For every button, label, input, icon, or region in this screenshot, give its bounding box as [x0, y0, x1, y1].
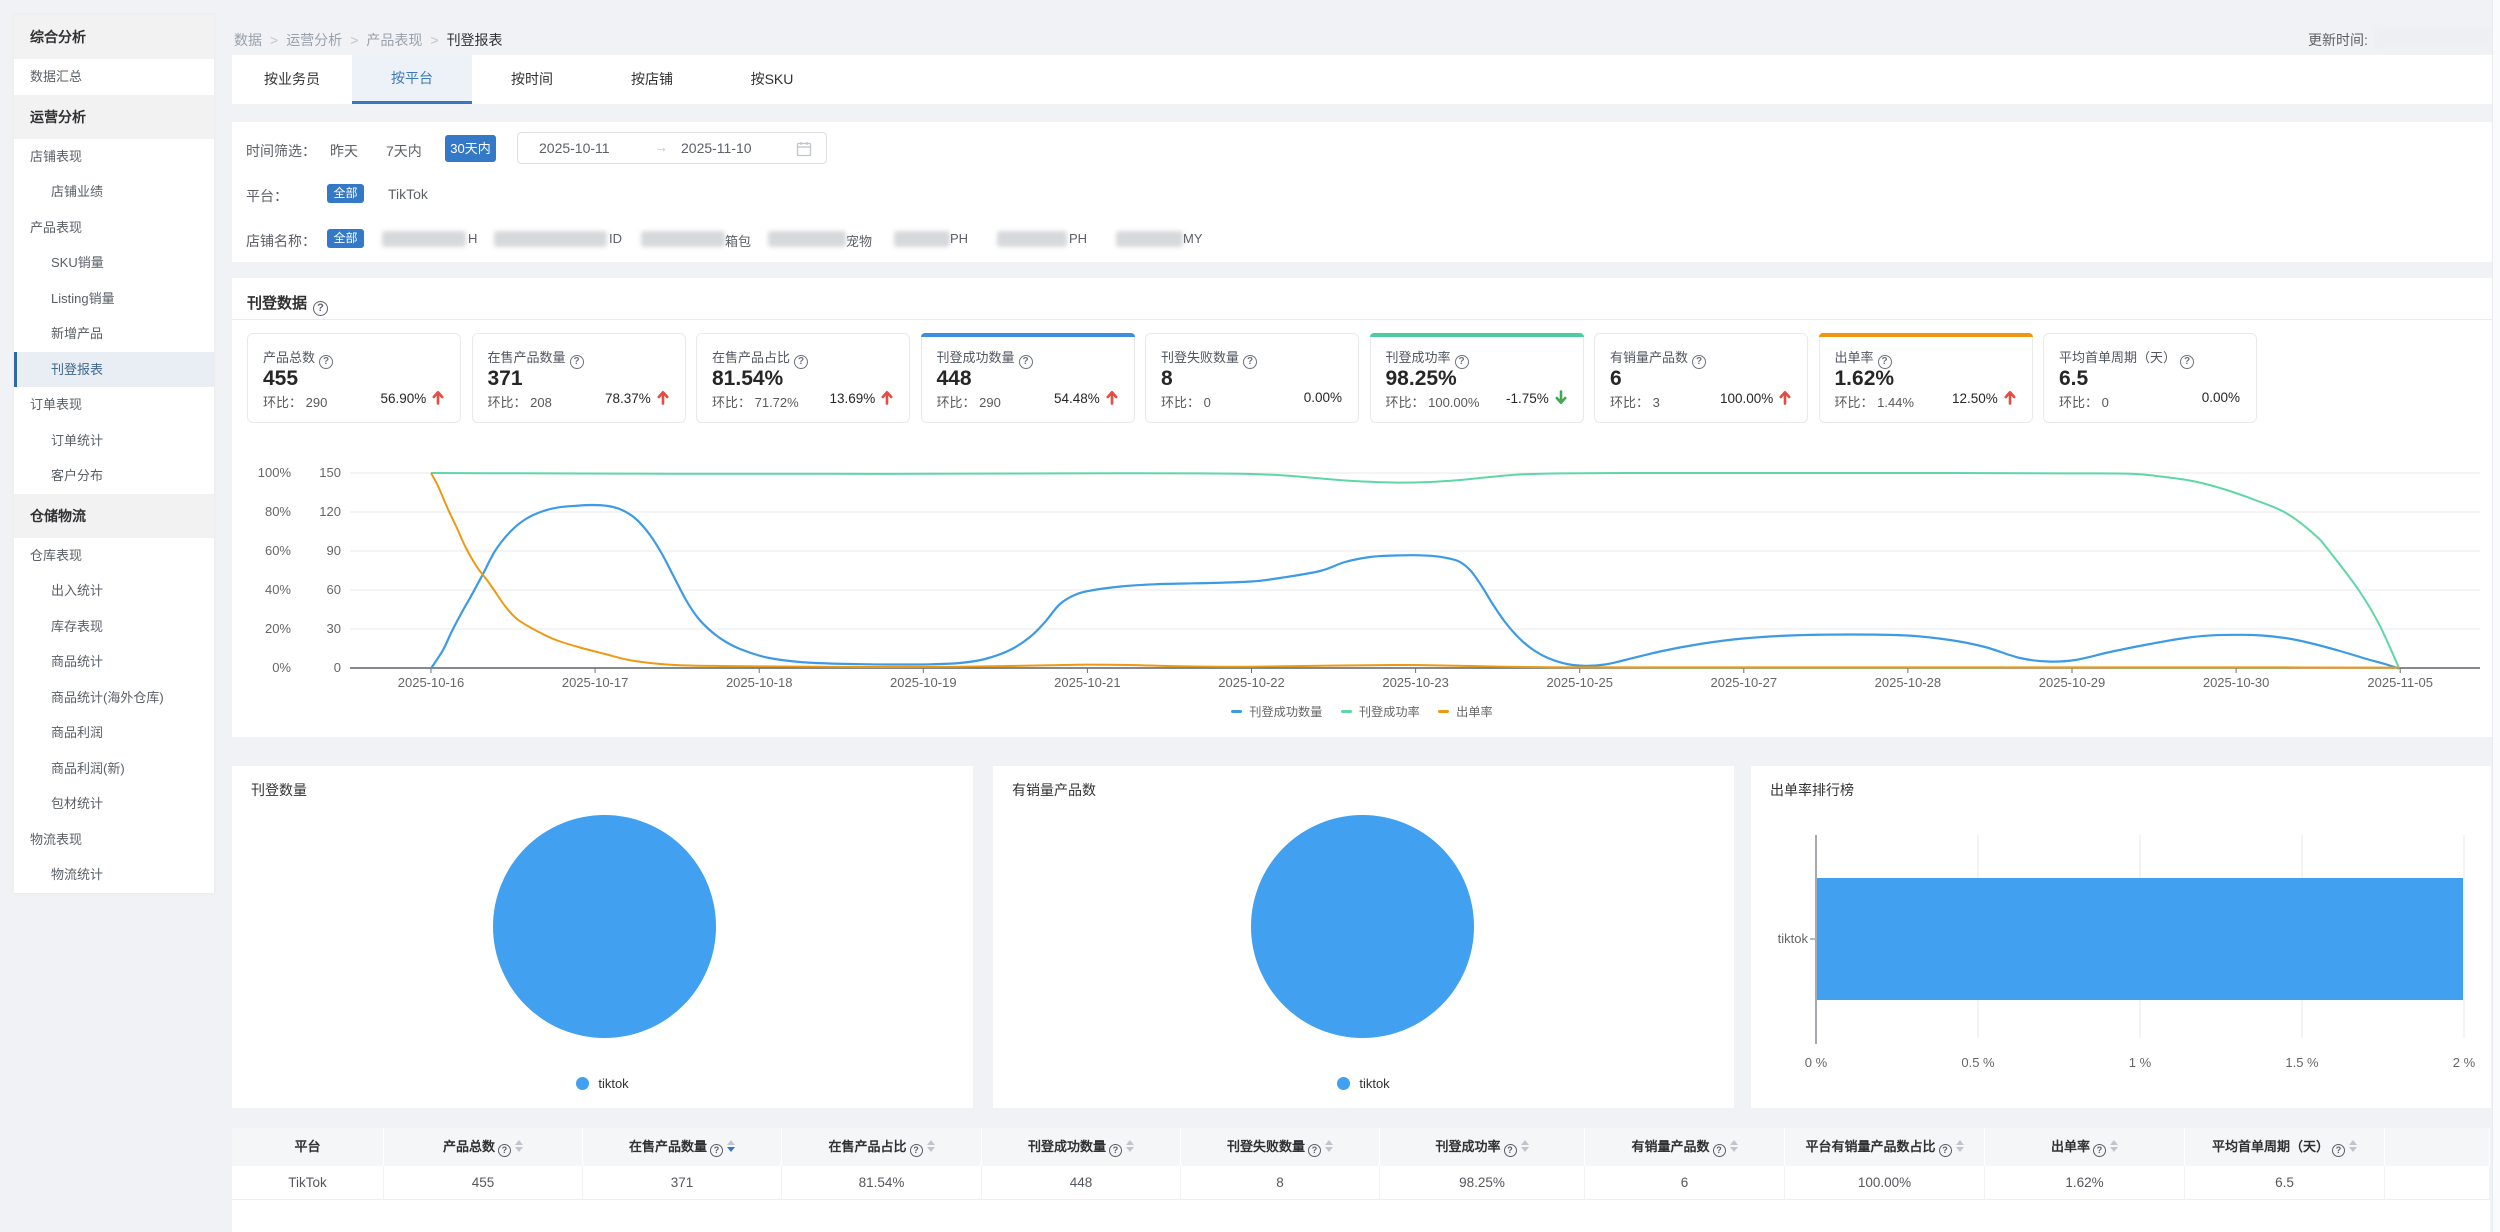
svg-text:100%: 100%: [258, 465, 292, 480]
svg-text:2025-10-17: 2025-10-17: [562, 675, 629, 690]
svg-text:2025-10-16: 2025-10-16: [398, 675, 465, 690]
svg-text:0%: 0%: [272, 660, 291, 675]
svg-text:20%: 20%: [265, 621, 291, 636]
svg-text:120: 120: [319, 504, 341, 519]
svg-text:1.5 %: 1.5 %: [2285, 1055, 2319, 1070]
svg-text:0: 0: [334, 660, 341, 675]
svg-text:90: 90: [327, 543, 341, 558]
svg-text:2025-10-23: 2025-10-23: [1382, 675, 1449, 690]
svg-text:2025-10-30: 2025-10-30: [2203, 675, 2270, 690]
svg-text:60: 60: [327, 582, 341, 597]
svg-text:2025-11-05: 2025-11-05: [2367, 675, 2433, 690]
svg-text:2025-10-28: 2025-10-28: [1875, 675, 1942, 690]
svg-text:0.5 %: 0.5 %: [1961, 1055, 1995, 1070]
svg-text:40%: 40%: [265, 582, 291, 597]
svg-text:2025-10-19: 2025-10-19: [890, 675, 957, 690]
svg-text:2 %: 2 %: [2453, 1055, 2476, 1070]
svg-text:1 %: 1 %: [2129, 1055, 2152, 1070]
svg-text:2025-10-29: 2025-10-29: [2039, 675, 2106, 690]
svg-text:0 %: 0 %: [1805, 1055, 1828, 1070]
svg-text:60%: 60%: [265, 543, 291, 558]
svg-text:2025-10-21: 2025-10-21: [1054, 675, 1121, 690]
svg-text:80%: 80%: [265, 504, 291, 519]
svg-text:30: 30: [327, 621, 341, 636]
svg-text:2025-10-22: 2025-10-22: [1218, 675, 1285, 690]
svg-text:2025-10-25: 2025-10-25: [1546, 675, 1613, 690]
svg-text:2025-10-18: 2025-10-18: [726, 675, 793, 690]
svg-text:tiktok: tiktok: [1778, 931, 1809, 946]
svg-text:150: 150: [319, 465, 341, 480]
svg-text:2025-10-27: 2025-10-27: [1711, 675, 1778, 690]
